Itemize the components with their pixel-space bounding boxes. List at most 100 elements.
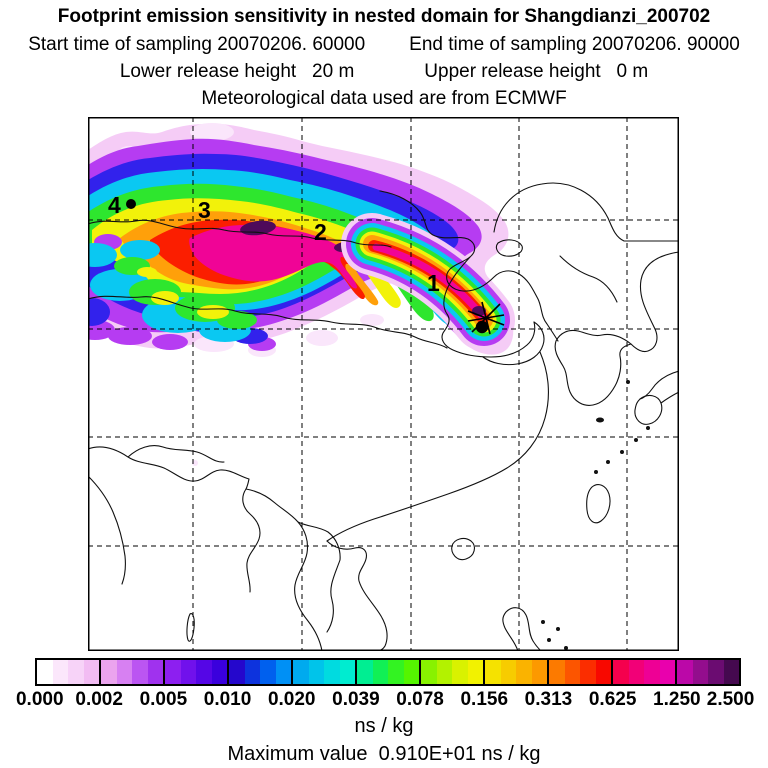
colorbar-cell — [165, 660, 181, 684]
colorbar-segment — [419, 660, 483, 684]
source-dot-icon — [475, 320, 489, 334]
met-source-text: Meteorological data used are from ECMWF — [201, 88, 567, 109]
colorbar-cell — [628, 660, 644, 684]
colorbar-cell — [275, 660, 291, 684]
plume-level-magenta — [189, 224, 357, 289]
colorbar-cell — [403, 660, 419, 684]
colorbar-cell — [339, 660, 355, 684]
colorbar-cell — [260, 660, 276, 684]
colorbar-cell — [421, 660, 437, 684]
coast-okhotsk-arch — [493, 182, 679, 242]
colorbar-cell — [500, 660, 516, 684]
colorbar-segment — [483, 660, 547, 684]
coast-china-southeast — [326, 351, 549, 542]
island-luzon — [502, 607, 542, 651]
colorbar-cell — [116, 660, 132, 684]
colorbar-cell — [324, 660, 340, 684]
coast-bohai-west — [441, 256, 536, 358]
islands-andaman — [186, 613, 195, 642]
colorbar-segment — [355, 660, 419, 684]
islets — [541, 380, 650, 650]
colorbar-cell — [211, 660, 227, 684]
trajectory-label-1: 1 — [427, 270, 440, 296]
coast-bengal — [88, 475, 126, 585]
colorbar-cell — [244, 660, 260, 684]
colorbar-cell — [52, 660, 68, 684]
coast-shandong — [482, 321, 545, 366]
colorbar-tick-label: 0.156 — [460, 689, 509, 710]
colorbar-cell — [147, 660, 163, 684]
colorbar-segment — [291, 660, 355, 684]
colorbar-tick-label: 0.020 — [267, 689, 316, 710]
colorbar-cell — [723, 660, 739, 684]
coast-korea — [554, 329, 632, 406]
colorbar-cell — [37, 660, 53, 684]
colorbar-tick-label: 0.625 — [588, 689, 637, 710]
colorbar-tick-label: 0.078 — [396, 689, 444, 710]
coast-thailand-malay — [245, 488, 323, 651]
map-frame — [88, 117, 679, 651]
colorbar-cell — [516, 660, 532, 684]
colorbar-cell — [132, 660, 148, 684]
colorbar-cell — [659, 660, 675, 684]
page-title: Footprint emission sensitivity in nested… — [57, 6, 711, 27]
colorbar-segment — [675, 660, 739, 684]
island-kyushu — [634, 394, 663, 425]
colorbar-cell — [644, 660, 660, 684]
coast-primorye — [630, 251, 679, 353]
colorbar-segment — [547, 660, 611, 684]
colorbar-cell — [485, 660, 501, 684]
colorbar-segment — [163, 660, 227, 684]
colorbar-cell — [708, 660, 724, 684]
colorbar-units: ns / kg — [354, 715, 414, 737]
max-value-text: Maximum value 0.910E+01 ns / kg — [227, 743, 541, 765]
colorbar-segment — [37, 660, 99, 684]
colorbar-cell — [196, 660, 212, 684]
plume-mottled-patches — [88, 234, 276, 351]
coast-honshu — [639, 370, 679, 404]
island-taiwan — [586, 484, 611, 524]
colorbar-cell — [677, 660, 693, 684]
coast-vietnam — [326, 540, 388, 651]
graticule — [88, 117, 679, 651]
lower-release-text: Lower release height 20 m — [119, 61, 355, 82]
colorbar-cell — [83, 660, 99, 684]
colorbar-cell — [357, 660, 373, 684]
colorbar-cell — [436, 660, 452, 684]
colorbar-tick-label: 0.039 — [332, 689, 380, 710]
colorbar-tick-label: 1.250 — [653, 689, 701, 710]
colorbar-cell — [372, 660, 388, 684]
colorbar-cell — [580, 660, 596, 684]
border-amur — [559, 255, 618, 303]
colorbar-cell — [467, 660, 483, 684]
colorbar-tick-label: 0.000 — [15, 689, 64, 710]
border-indochina — [242, 488, 341, 633]
coast-bohai-liaodong — [379, 190, 559, 342]
colorbar-cell — [549, 660, 565, 684]
upper-release-text: Upper release height 0 m — [424, 61, 649, 82]
sampling-times-row: Start time of sampling 20070206. 60000 E… — [0, 34, 768, 56]
start-time-text: Start time of sampling 20070206. 60000 — [28, 34, 366, 55]
border-mongolia-north — [88, 219, 392, 248]
colorbar-segment — [99, 660, 163, 684]
border-himalaya — [88, 445, 250, 490]
colorbar-cell — [531, 660, 547, 684]
colorbar-tick-label: 0.005 — [139, 689, 188, 710]
colorbar-segment — [227, 660, 291, 684]
trajectory-label-4: 4 — [108, 192, 121, 218]
colorbar-tick-label: 0.002 — [75, 689, 123, 710]
colorbar-segment — [611, 660, 675, 684]
colorbar-cell — [452, 660, 468, 684]
colorbar-cell — [293, 660, 309, 684]
colorbar-cell — [595, 660, 611, 684]
end-time-text: End time of sampling 20070206. 90000 — [409, 34, 740, 55]
coastlines — [88, 182, 679, 651]
colorbar-cell — [613, 660, 629, 684]
colorbar-tick-label: 0.010 — [203, 689, 252, 710]
colorbar-cell — [692, 660, 708, 684]
trajectory-dot-4 — [126, 199, 136, 209]
border-mongolia-south — [88, 295, 448, 349]
colorbar-cell — [101, 660, 117, 684]
colorbar-cell — [388, 660, 404, 684]
